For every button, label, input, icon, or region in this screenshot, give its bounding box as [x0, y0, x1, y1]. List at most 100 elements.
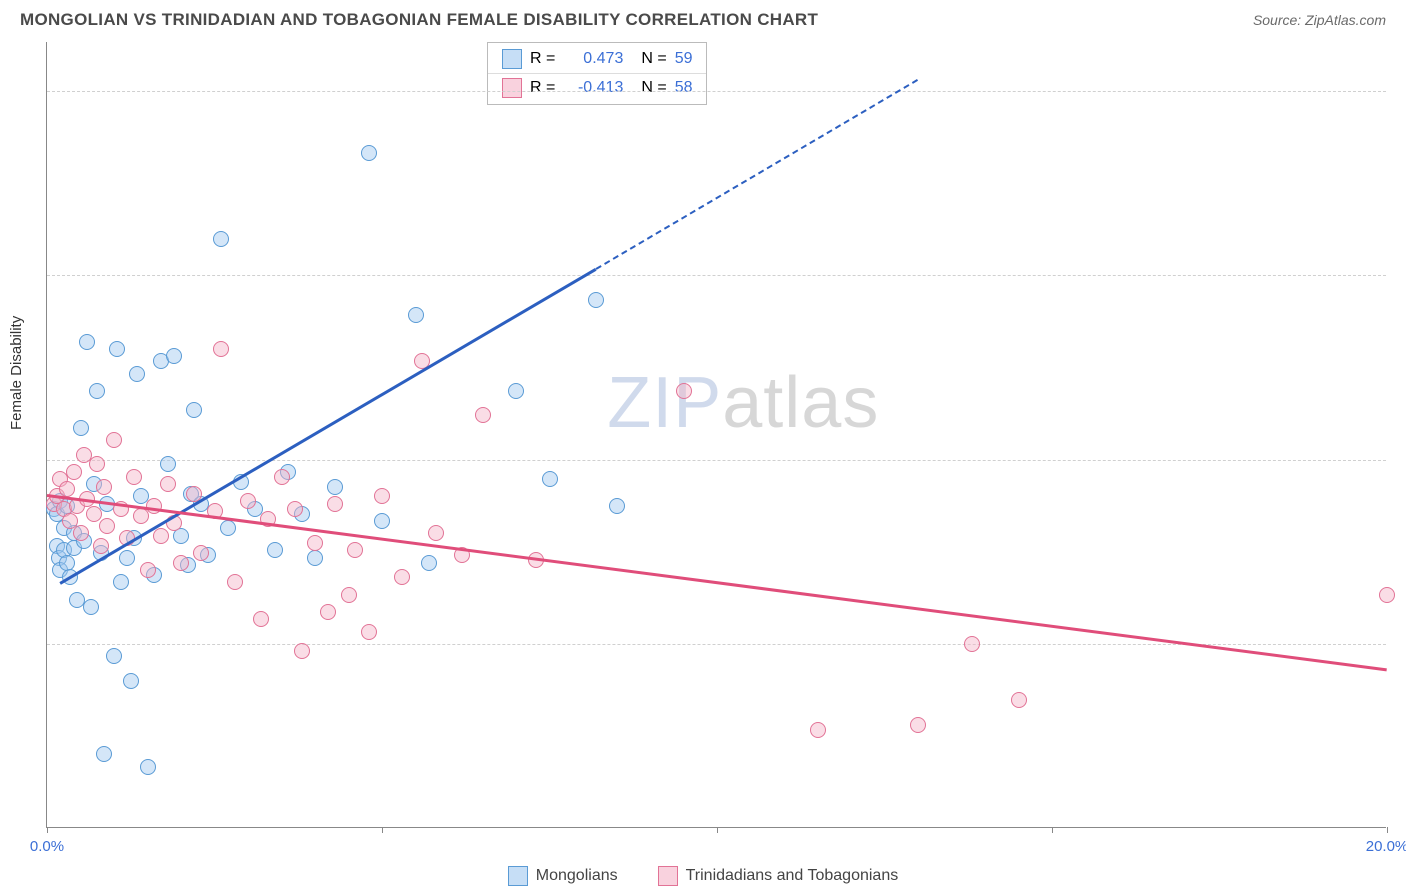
scatter-point — [173, 555, 189, 571]
scatter-point — [213, 341, 229, 357]
r-label: R = — [530, 50, 555, 68]
source-prefix: Source: — [1253, 12, 1305, 28]
scatter-point — [475, 407, 491, 423]
scatter-point — [96, 746, 112, 762]
scatter-point — [253, 611, 269, 627]
scatter-point — [361, 145, 377, 161]
scatter-point — [588, 292, 604, 308]
scatter-point — [220, 520, 236, 536]
scatter-point — [327, 496, 343, 512]
scatter-point — [113, 574, 129, 590]
r-value-trinidadians: -0.413 — [563, 79, 623, 97]
y-tick-label: 15.0% — [1391, 451, 1406, 468]
watermark: ZIPatlas — [607, 362, 879, 444]
scatter-point — [287, 501, 303, 517]
scatter-point — [99, 518, 115, 534]
scatter-point — [964, 636, 980, 652]
scatter-point — [193, 545, 209, 561]
scatter-point — [86, 506, 102, 522]
scatter-point — [66, 464, 82, 480]
scatter-point — [166, 348, 182, 364]
scatter-point — [676, 383, 692, 399]
scatter-point — [609, 498, 625, 514]
correlation-legend: R = 0.473 N = 59 R = -0.413 N = 58 — [487, 42, 707, 105]
y-tick-label: 30.0% — [1391, 83, 1406, 100]
gridline-h — [47, 460, 1386, 461]
gridline-h — [47, 91, 1386, 92]
scatter-point — [320, 604, 336, 620]
y-axis-label: Female Disability — [8, 316, 25, 430]
scatter-point — [79, 334, 95, 350]
scatter-point — [109, 341, 125, 357]
legend-label: Mongolians — [536, 867, 618, 885]
scatter-point — [93, 538, 109, 554]
scatter-point — [408, 307, 424, 323]
scatter-point — [428, 525, 444, 541]
scatter-point — [73, 420, 89, 436]
scatter-point — [394, 569, 410, 585]
source-label: Source: ZipAtlas.com — [1253, 12, 1386, 28]
scatter-point — [374, 513, 390, 529]
scatter-point — [542, 471, 558, 487]
scatter-point — [83, 599, 99, 615]
y-tick-label: 7.5% — [1391, 635, 1406, 652]
scatter-point — [1011, 692, 1027, 708]
scatter-point — [327, 479, 343, 495]
scatter-point — [123, 673, 139, 689]
scatter-point — [160, 476, 176, 492]
scatter-point — [341, 587, 357, 603]
swatch-pink — [658, 866, 678, 886]
series-legend: Mongolians Trinidadians and Tobagonians — [0, 866, 1406, 886]
n-label: N = — [641, 79, 666, 97]
scatter-point — [106, 648, 122, 664]
gridline-h — [47, 275, 1386, 276]
scatter-point — [307, 535, 323, 551]
x-tick-mark — [382, 827, 383, 833]
n-value-trinidadians: 58 — [675, 79, 693, 97]
scatter-point — [96, 479, 112, 495]
legend-label: Trinidadians and Tobagonians — [686, 867, 899, 885]
trend-line — [60, 268, 597, 585]
legend-item-trinidadians: Trinidadians and Tobagonians — [658, 866, 899, 886]
scatter-point — [361, 624, 377, 640]
r-label: R = — [530, 79, 555, 97]
x-tick-mark — [717, 827, 718, 833]
scatter-chart: ZIPatlas R = 0.473 N = 59 R = -0.413 N =… — [46, 42, 1386, 828]
legend-row-mongolians: R = 0.473 N = 59 — [488, 45, 706, 73]
scatter-point — [119, 550, 135, 566]
r-value-mongolians: 0.473 — [563, 50, 623, 68]
x-tick-label: 20.0% — [1366, 838, 1406, 855]
legend-row-trinidadians: R = -0.413 N = 58 — [488, 73, 706, 102]
scatter-point — [129, 366, 145, 382]
scatter-point — [910, 717, 926, 733]
source-name: ZipAtlas.com — [1305, 12, 1386, 28]
x-tick-label: 0.0% — [30, 838, 64, 855]
x-tick-mark — [47, 827, 48, 833]
scatter-point — [140, 562, 156, 578]
scatter-point — [227, 574, 243, 590]
x-tick-mark — [1387, 827, 1388, 833]
scatter-point — [213, 231, 229, 247]
scatter-point — [508, 383, 524, 399]
scatter-point — [294, 643, 310, 659]
watermark-atlas: atlas — [722, 363, 879, 443]
x-tick-mark — [1052, 827, 1053, 833]
scatter-point — [307, 550, 323, 566]
chart-title: MONGOLIAN VS TRINIDADIAN AND TOBAGONIAN … — [20, 10, 818, 30]
scatter-point — [140, 759, 156, 775]
scatter-point — [1379, 587, 1395, 603]
scatter-point — [153, 528, 169, 544]
scatter-point — [240, 493, 256, 509]
scatter-point — [160, 456, 176, 472]
scatter-point — [89, 383, 105, 399]
scatter-point — [59, 481, 75, 497]
scatter-point — [59, 555, 75, 571]
trend-line — [596, 79, 919, 270]
scatter-point — [347, 542, 363, 558]
n-value-mongolians: 59 — [675, 50, 693, 68]
scatter-point — [274, 469, 290, 485]
swatch-pink — [502, 78, 522, 98]
y-tick-label: 22.5% — [1391, 267, 1406, 284]
scatter-point — [73, 525, 89, 541]
swatch-blue — [508, 866, 528, 886]
